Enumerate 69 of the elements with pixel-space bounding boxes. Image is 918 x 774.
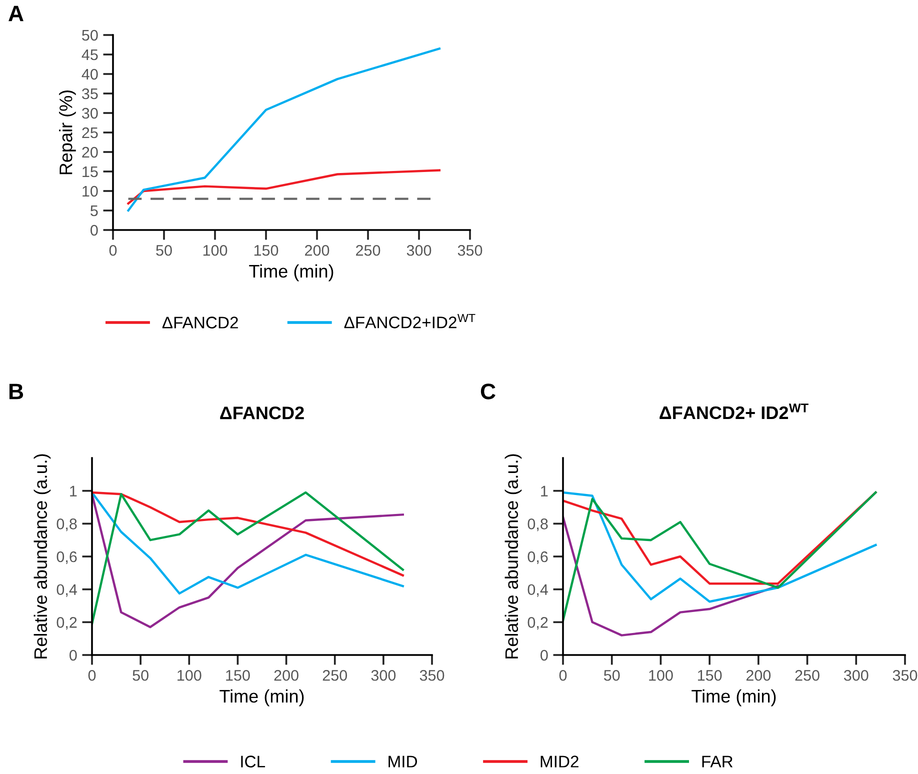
x-tick-label: 50 [156, 244, 172, 256]
x-axis-title: Time (min) [249, 264, 334, 282]
y-tick-label: 0 [540, 650, 548, 661]
y-tick-label: 15 [82, 166, 98, 178]
y-tick-label: 1 [541, 486, 548, 496]
line-series [127, 169, 441, 205]
legend-label: MID [388, 756, 417, 768]
y-tick-label: 35 [82, 88, 98, 100]
text: C [480, 384, 496, 400]
x-tick-label: 50 [132, 670, 148, 681]
legend-label: FAR [702, 756, 733, 768]
y-tick-label: 0,6 [528, 551, 548, 564]
x-tick-label: 50 [604, 670, 620, 681]
y-tick-label: 45 [82, 50, 98, 60]
x-tick-label: 250 [795, 670, 820, 681]
line-series [563, 516, 780, 636]
y-tick-label: 0,4 [56, 584, 77, 597]
x-tick-label: 350 [420, 670, 444, 681]
x-tick-label: 300 [371, 670, 396, 681]
y-tick-label: 0,8 [56, 518, 77, 532]
x-tick-label: 250 [322, 670, 348, 681]
x-tick-label: 100 [649, 670, 673, 681]
x-tick-label: 200 [746, 670, 771, 681]
x-tick-label: 350 [458, 244, 482, 256]
x-tick-label: 100 [178, 670, 202, 681]
y-tick-label: 0,2 [56, 617, 77, 630]
y-tick-label: 0 [70, 650, 77, 661]
x-tick-label: 100 [203, 244, 228, 256]
y-tick-label: 0,6 [56, 551, 77, 564]
y-tick-label: 0,2 [528, 617, 548, 630]
line-series [92, 491, 404, 576]
y-tick-label: 50 [82, 30, 98, 41]
x-tick-label: 150 [698, 670, 722, 681]
line-series [563, 491, 877, 585]
legend-label: ΔFANCD2+ID2$^{WT}$ [344, 314, 476, 328]
y-tick-label: 25 [82, 127, 98, 138]
x-tick-label: 300 [844, 670, 868, 681]
x-tick-label: 200 [274, 670, 298, 681]
y-tick-label: 10 [82, 186, 98, 197]
x-tick-label: 350 [892, 670, 918, 681]
x-tick-label: 0 [559, 670, 567, 681]
x-tick-label: 150 [254, 244, 278, 256]
y-tick-label: 30 [82, 108, 98, 119]
text: B [9, 384, 24, 400]
text: A [8, 6, 24, 22]
y-tick-label: 20 [82, 146, 98, 158]
legend-label: MID2 [540, 756, 578, 768]
chart-title: ΔFANCD2 [220, 406, 304, 420]
x-axis-title: Time (min) [692, 689, 776, 706]
x-tick-label: 150 [226, 670, 250, 681]
line-series [92, 491, 404, 595]
x-tick-label: 250 [356, 244, 380, 256]
legend-label: ΔFANCD2 [162, 316, 238, 328]
x-tick-label: 200 [305, 244, 330, 256]
y-tick-label: 0,4 [528, 584, 548, 597]
x-tick-label: 300 [406, 244, 432, 256]
chart-title: ΔFANCD2+ ID2$^{WT}$ [660, 404, 808, 420]
y-axis-title: Relative abundance (a.u.) [504, 454, 522, 658]
y-axis-title: Relative abundance (a.u.) [34, 454, 51, 658]
y-tick-label: 0 [90, 224, 98, 236]
line-series [127, 48, 441, 212]
y-axis-title: Repair (%) [59, 90, 76, 174]
y-tick-label: 5 [90, 206, 98, 216]
legend-label: ICL [241, 756, 266, 768]
y-tick-label: 0,8 [528, 518, 548, 532]
y-tick-label: 40 [82, 68, 98, 80]
x-tick-label: 0 [109, 244, 117, 256]
y-tick-label: 1 [70, 486, 77, 496]
x-axis-title: Time (min) [220, 689, 304, 706]
